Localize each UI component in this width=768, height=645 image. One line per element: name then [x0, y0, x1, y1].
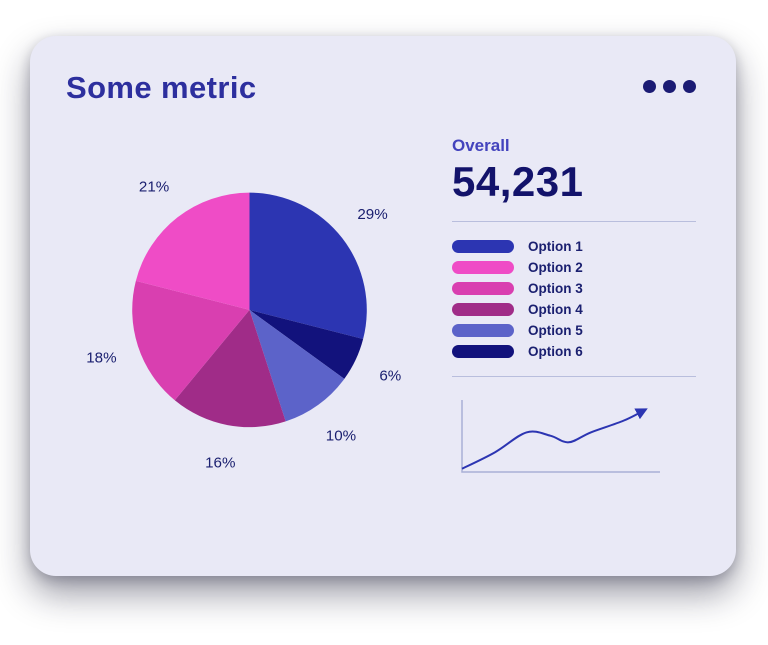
pie-slice-option-1[interactable]: [249, 192, 367, 340]
legend-item[interactable]: Option 2: [452, 260, 696, 275]
legend-label: Option 4: [528, 302, 583, 318]
pie-slice-option-2[interactable]: [135, 192, 250, 310]
pie-slice-percentage-label: 16%: [205, 454, 235, 471]
menu-dot: [663, 80, 676, 93]
menu-dot: [643, 80, 656, 93]
legend-item[interactable]: Option 1: [452, 239, 696, 254]
legend-label: Option 6: [528, 344, 583, 360]
pie-slice-option-4[interactable]: [174, 309, 286, 428]
legend-swatch: [452, 324, 514, 338]
pie-slice-percentage-label: 10%: [326, 427, 356, 444]
pie-slice-percentage-label: 29%: [357, 206, 387, 223]
legend-swatch: [452, 240, 514, 254]
spark-line: [461, 408, 648, 470]
legend-swatch: [452, 345, 514, 359]
card-header: Some metric: [30, 36, 736, 106]
pie-slice-option-6[interactable]: [249, 309, 364, 379]
legend-label: Option 3: [528, 281, 583, 297]
pie-slice-option-3[interactable]: [132, 280, 250, 401]
ellipsis-menu-icon[interactable]: [643, 70, 696, 93]
metric-card: Some metric 29% 6% 10% 16% 18% 21% Overall 54…: [30, 36, 736, 576]
card-title: Some metric: [66, 70, 257, 105]
legend-item[interactable]: Option 3: [452, 281, 696, 296]
legend-label: Option 5: [528, 323, 583, 339]
legend-swatch: [452, 261, 514, 275]
legend-item[interactable]: Option 5: [452, 323, 696, 338]
card-body: 29% 6% 10% 16% 18% 21% Overall 54,231 Option …: [30, 106, 736, 502]
legend-swatch: [452, 282, 514, 296]
legend-swatch: [452, 303, 514, 317]
legend-label: Option 2: [528, 260, 583, 276]
pie-slice-option-5[interactable]: [249, 309, 345, 422]
overall-label: Overall: [452, 136, 510, 155]
overall-value: 54,231: [452, 158, 584, 205]
pie-chart: 29% 6% 10% 16% 18% 21%: [52, 112, 452, 502]
menu-dot: [683, 80, 696, 93]
divider: [452, 376, 696, 378]
pie-slice-percentage-label: 21%: [139, 178, 169, 195]
trend-sparkline: [452, 394, 696, 484]
overall-block: Overall 54,231: [452, 136, 696, 204]
legend-item[interactable]: Option 4: [452, 302, 696, 317]
pie-slice-percentage-label: 6%: [379, 368, 401, 385]
pie-slice-percentage-label: 18%: [86, 350, 116, 367]
divider: [452, 221, 696, 223]
legend: Option 1 Option 2 Option 3 Option 4 Option 5…: [452, 239, 696, 359]
spark-axes: [461, 400, 660, 473]
legend-item[interactable]: Option 6: [452, 344, 696, 359]
legend-label: Option 1: [528, 239, 583, 255]
